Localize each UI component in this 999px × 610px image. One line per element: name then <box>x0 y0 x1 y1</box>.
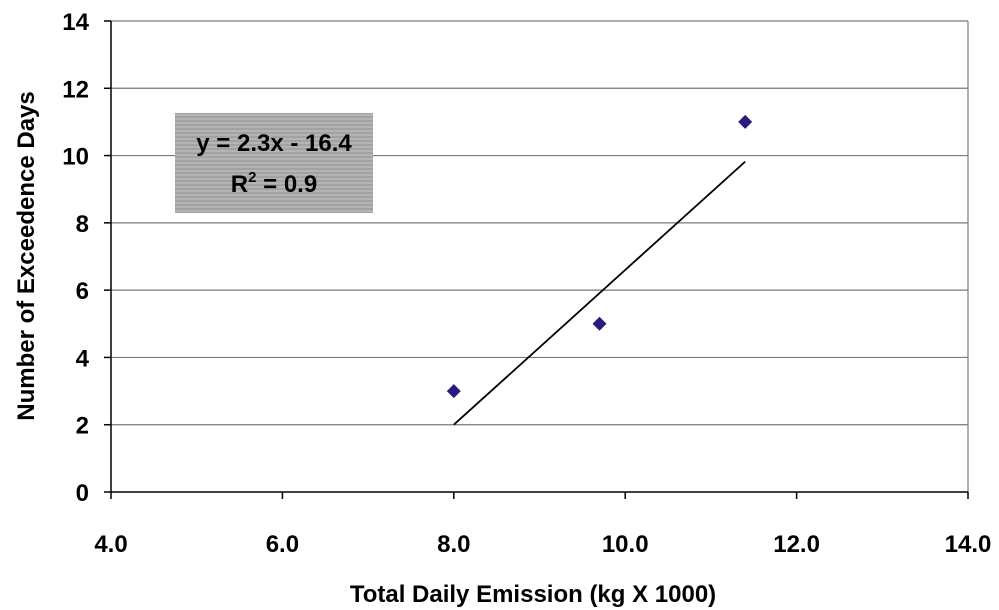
y-tick-labels: 0 2 4 6 8 10 12 14 <box>62 9 89 507</box>
x-tick-labels: 4.0 6.0 8.0 10.0 12.0 14.0 <box>94 531 991 558</box>
trendline-layer <box>453 160 746 426</box>
x-tick-label: 4.0 <box>94 531 127 558</box>
y-tick-label: 8 <box>76 211 89 238</box>
y-tick-label: 10 <box>62 144 89 171</box>
x-axis-title: Total Daily Emission (kg X 1000) <box>350 581 716 608</box>
y-tick-label: 12 <box>62 76 89 103</box>
x-tick-label: 10.0 <box>602 531 649 558</box>
y-tick-label: 14 <box>62 9 89 36</box>
y-tick-label: 2 <box>76 413 89 440</box>
trendline <box>453 160 746 426</box>
x-tick-label: 6.0 <box>266 531 299 558</box>
r-squared-prefix: R <box>231 171 248 198</box>
y-tick-label: 0 <box>76 480 89 507</box>
trendline-equation: y = 2.3x - 16.4 <box>196 130 352 157</box>
r-squared-rest: = 0.9 <box>256 171 317 198</box>
data-point-2 <box>592 316 607 331</box>
data-point-1 <box>446 384 461 399</box>
axes <box>104 20 969 499</box>
x-tick-label: 8.0 <box>437 531 470 558</box>
y-axis-title: Number of Exceedence Days <box>13 91 40 420</box>
x-tick-label: 14.0 <box>945 531 992 558</box>
y-tick-label: 4 <box>76 345 90 372</box>
y-tick-label: 6 <box>76 278 89 305</box>
data-points <box>446 114 753 399</box>
equation-box: y = 2.3x - 16.4 R2 = 0.9 <box>175 113 373 213</box>
equation-box-background <box>175 113 373 213</box>
r-squared-value: R2 = 0.9 <box>231 169 317 198</box>
r-squared-exponent: 2 <box>248 169 256 186</box>
x-tick-label: 12.0 <box>773 531 820 558</box>
gridlines <box>111 20 969 492</box>
data-point-3 <box>738 114 753 129</box>
